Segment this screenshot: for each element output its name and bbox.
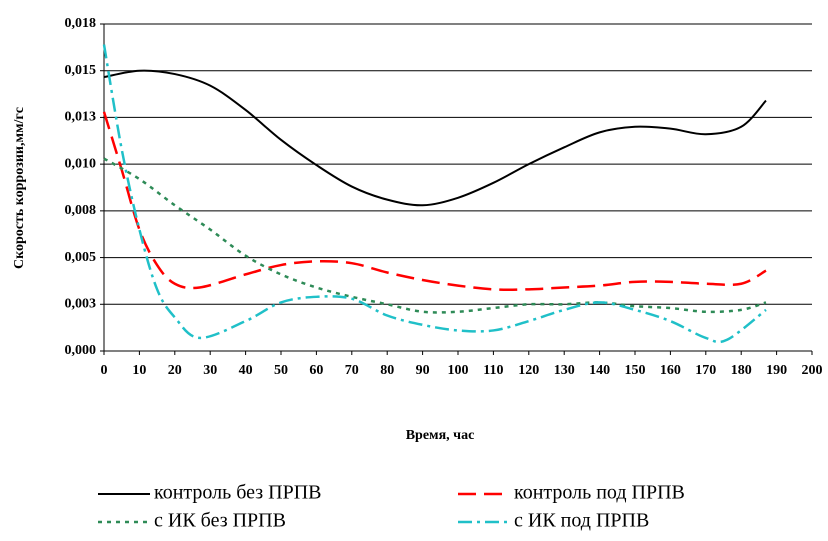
x-tick-label: 200	[802, 363, 823, 378]
x-tick-label: 50	[274, 363, 288, 378]
x-tick-label: 160	[660, 363, 681, 378]
y-tick-label: 0,005	[65, 250, 97, 265]
x-tick-label: 100	[448, 363, 469, 378]
x-tick-label: 20	[168, 363, 182, 378]
y-tick-label: 0,008	[65, 203, 97, 218]
x-tick-label: 40	[239, 363, 253, 378]
x-tick-label: 70	[345, 363, 359, 378]
legend-label: с ИК без ПРПВ	[154, 510, 286, 532]
x-tick-label: 180	[731, 363, 752, 378]
x-tick-label: 80	[380, 363, 394, 378]
x-tick-label: 110	[483, 363, 503, 378]
x-tick-label: 10	[132, 363, 146, 378]
x-tick-label: 90	[416, 363, 430, 378]
legend-label: контроль без ПРПВ	[154, 482, 322, 504]
series-line	[103, 157, 767, 314]
x-tick-label: 130	[554, 363, 575, 378]
x-tick-label: 190	[766, 363, 787, 378]
series-line	[102, 111, 767, 291]
y-tick-label: 0,018	[65, 16, 97, 31]
y-tick-label: 0,003	[65, 297, 97, 312]
legend-label: с ИК под ПРПВ	[514, 510, 649, 532]
x-tick-label: 0	[101, 363, 108, 378]
y-tick-label: 0,000	[65, 343, 97, 358]
series-line	[102, 44, 767, 344]
x-tick-label: 120	[518, 363, 539, 378]
y-tick-label: 0,013	[65, 110, 97, 125]
x-tick-label: 60	[309, 363, 323, 378]
series-line	[103, 69, 767, 207]
x-tick-label: 30	[203, 363, 217, 378]
y-tick-label: 0,010	[65, 156, 97, 171]
x-tick-label: 170	[695, 363, 716, 378]
x-tick-label: 140	[589, 363, 610, 378]
x-axis-title: Время, час	[406, 428, 475, 443]
y-axis-title: Скорость коррозии,мм/гс	[12, 107, 27, 269]
x-tick-label: 150	[625, 363, 646, 378]
y-tick-label: 0,015	[65, 63, 97, 78]
legend-label: контроль под ПРПВ	[514, 482, 685, 504]
